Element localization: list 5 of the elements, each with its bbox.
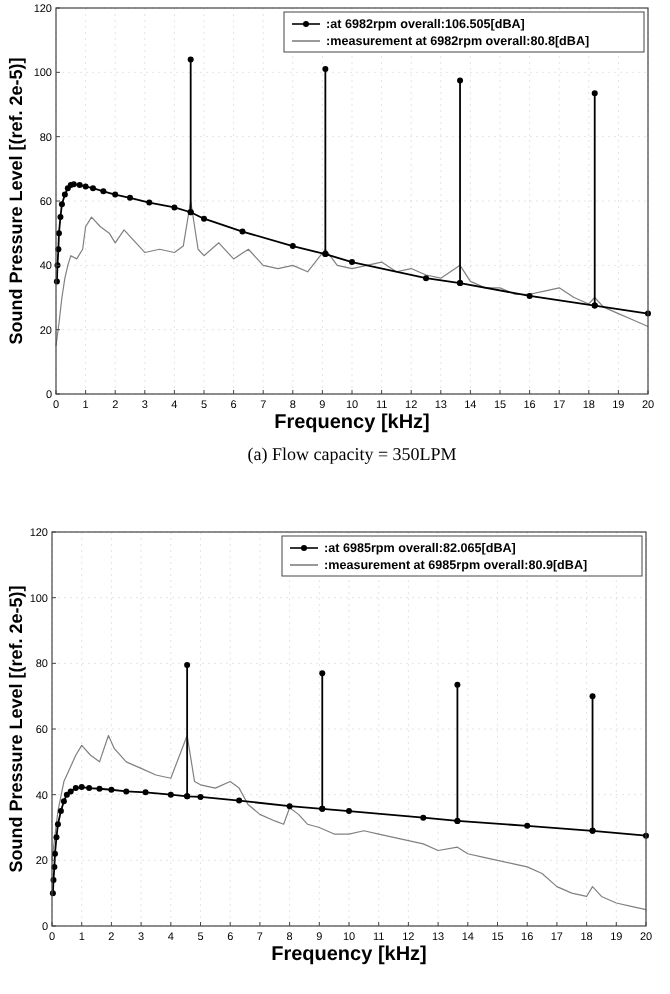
x-axis-title: Frequency [kHz] (271, 944, 427, 966)
y-axis-title: Sound Pressure Level [(ref. 2e-5)] (6, 585, 26, 873)
x-axis-title: Frequency [kHz] (274, 412, 430, 434)
y-axis-title: Sound Pressure Level [(ref. 2e-5)] (6, 57, 26, 345)
text: (a) Flow capacity = 350LPM (247, 444, 457, 464)
